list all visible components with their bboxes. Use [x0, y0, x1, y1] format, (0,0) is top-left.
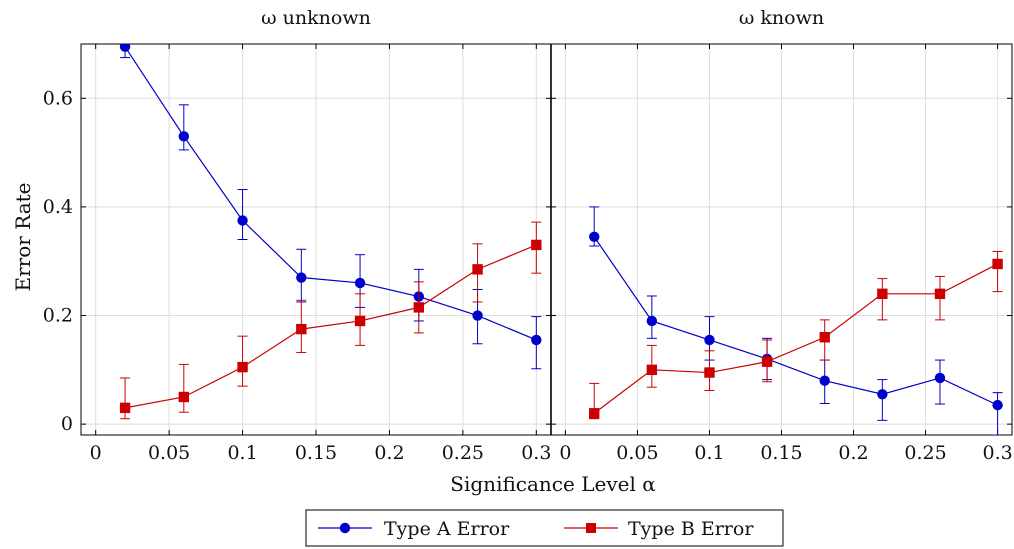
type-a-point	[877, 389, 888, 400]
type-a-point	[119, 44, 131, 52]
x-tick-label: 0.15	[295, 442, 337, 464]
x-tick-label: 0.1	[694, 442, 724, 464]
legend-type-a-marker	[339, 522, 351, 534]
panels-layer: 0 0.05 0.1 0.15 0.2 0.25 0.3 0 0.2 0.4 0.6 ω unknow…	[43, 7, 1013, 464]
type-a-series-line	[593, 236, 998, 406]
type-a-point	[646, 315, 658, 327]
type-b-series-line	[124, 244, 537, 409]
panel-1: 0 0.05 0.1 0.15 0.2 0.25 0.3 0 0.2 0.4 0.6 ω unknow…	[43, 7, 552, 464]
type-a-point	[704, 334, 715, 346]
legend-type-b-label: Type B Error	[628, 518, 754, 540]
legend-type-b-marker	[586, 523, 596, 533]
x-tick-label: 0.25	[904, 442, 946, 464]
type-a-point	[531, 334, 542, 346]
type-a-series-line	[124, 46, 537, 341]
type-b-point	[296, 323, 307, 335]
type-b-point	[819, 332, 830, 343]
type-b-point	[119, 402, 131, 414]
x-tick-label: 0.3	[982, 442, 1012, 464]
type-b-point	[472, 264, 483, 275]
x-tick-label: 0.2	[838, 442, 868, 464]
y-axis-label: Error Rate	[11, 183, 35, 292]
x-tick-label: 0	[90, 442, 102, 464]
panel-title: ω unknown	[261, 7, 371, 29]
y-tick-label: 0	[61, 413, 73, 435]
x-tick-label: 0.05	[616, 442, 658, 464]
panel-title: ω known	[739, 7, 824, 29]
type-b-point	[704, 367, 715, 378]
panel-data	[589, 206, 1003, 435]
type-a-point	[934, 372, 946, 384]
y-tick-label: 0.4	[43, 196, 73, 218]
type-a-point	[992, 399, 1003, 411]
type-a-point	[589, 231, 600, 242]
x-tick-label: 0.1	[227, 442, 257, 464]
x-tick-label: 0	[559, 442, 571, 464]
type-a-point	[237, 215, 248, 226]
type-a-point	[819, 375, 830, 386]
x-tick-label: 0.05	[148, 442, 190, 464]
y-tick-label: 0.2	[43, 305, 73, 327]
panel-2: 0 0.05 0.1 0.15 0.2 0.25 0.3 ω known	[550, 7, 1013, 464]
type-a-point	[354, 277, 366, 289]
x-tick-label: 0.3	[521, 442, 551, 464]
type-b-point	[646, 364, 658, 376]
type-b-point	[877, 288, 888, 300]
type-b-point	[531, 239, 542, 251]
legend-box	[305, 509, 784, 547]
x-tick-label: 0.2	[374, 442, 404, 464]
x-axis-label: Significance Level α	[450, 472, 655, 496]
type-a-point	[178, 131, 190, 142]
legend: Type A Error Type B Error	[305, 509, 784, 547]
y-tick-label: 0.6	[43, 87, 73, 109]
type-b-point	[237, 361, 248, 373]
type-b-point	[178, 391, 190, 403]
type-b-point	[934, 288, 946, 300]
x-tick-label: 0.15	[760, 442, 802, 464]
panel-data	[119, 44, 542, 420]
type-b-series-line	[593, 263, 998, 414]
type-b-point	[354, 315, 366, 327]
legend-type-a-label: Type A Error	[384, 518, 510, 540]
type-a-point	[472, 310, 483, 321]
type-b-point	[589, 408, 600, 419]
type-b-point	[992, 258, 1003, 270]
type-b-point	[761, 356, 773, 367]
type-b-point	[413, 302, 425, 313]
type-a-point	[296, 272, 307, 283]
x-tick-label: 0.25	[442, 442, 484, 464]
